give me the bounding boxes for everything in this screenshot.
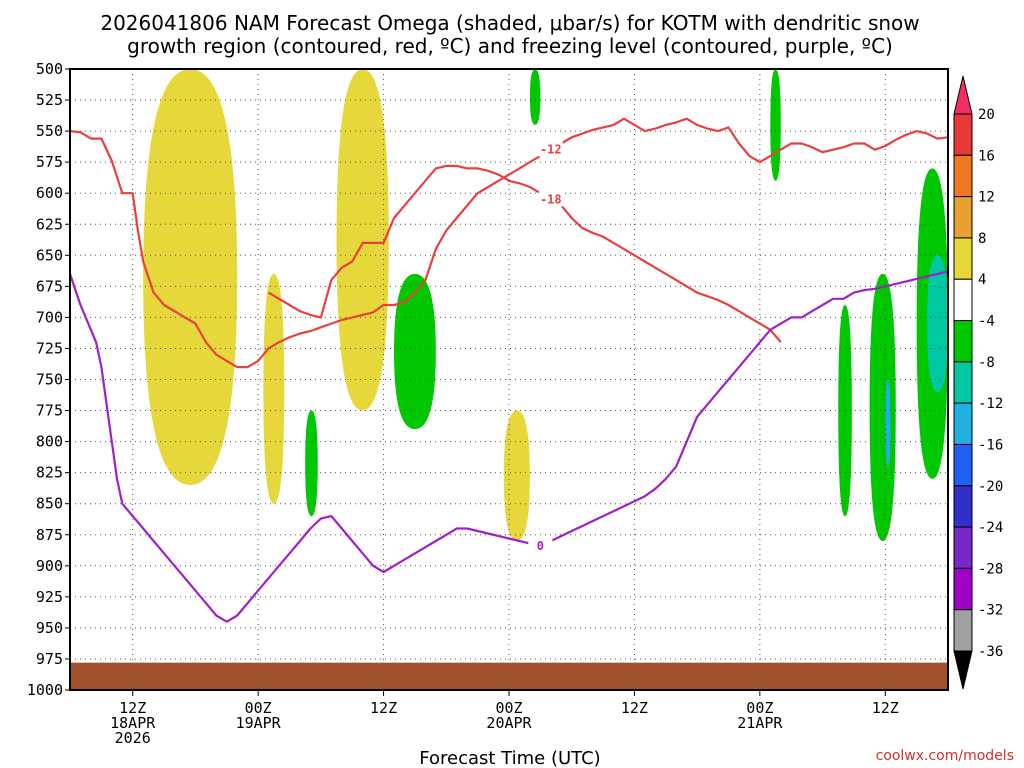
colorbar-box-11	[953, 567, 973, 611]
colorbar-box-3	[953, 237, 973, 280]
y-tick-label-975: 975	[36, 650, 63, 668]
y-tick-label-675: 675	[36, 277, 63, 295]
colorbar-label-4: 4	[978, 272, 986, 288]
contour-label-bg-2	[528, 537, 553, 553]
y-tick-label-700: 700	[36, 308, 63, 326]
omega-region-1	[263, 273, 285, 504]
x-tick-label-54-0: 12Z	[621, 699, 648, 717]
omega-region-9	[869, 273, 896, 541]
contour-line-2	[68, 270, 949, 623]
y-tick-label-625: 625	[36, 215, 63, 233]
y-tick-label-550: 550	[36, 122, 63, 140]
credit-text: coolwx.com/models	[876, 748, 1014, 764]
colorbar-label-11: -28	[978, 561, 1003, 577]
colorbar-box-9	[953, 485, 973, 528]
omega-shading	[143, 69, 948, 541]
colorbar-label-2: 12	[978, 190, 995, 206]
omega-region-2	[336, 69, 389, 411]
y-tick-label-925: 925	[36, 588, 63, 606]
omega-region-11	[927, 255, 948, 392]
contour-label-1: -18	[540, 192, 562, 206]
colorbar-label-0: 20	[978, 107, 995, 123]
title-line-1: 2026041806 NAM Forecast Omega (shaded, μ…	[100, 11, 919, 35]
colorbar-box-5	[953, 320, 973, 363]
x-tick-label-42-0: 00Z	[495, 699, 522, 717]
omega-region-3	[503, 410, 530, 541]
colorbar-bottom-arrow	[953, 650, 973, 690]
omega-region-7	[770, 69, 781, 181]
title-line-2: growth region (contoured, red, ºC) and f…	[127, 34, 893, 58]
contour-label-2: 0	[537, 539, 544, 553]
x-tick-label-6-1: 18APR	[110, 714, 156, 732]
colorbar-label-9: -20	[978, 479, 1003, 495]
omega-region-4	[529, 69, 541, 125]
colorbar-label-8: -16	[978, 437, 1003, 453]
contour-line-1	[268, 164, 782, 343]
contour-label-bg-0	[538, 141, 563, 157]
colorbar-label-1: 16	[978, 148, 995, 164]
contour-label-bg-1	[538, 191, 563, 207]
y-tick-label-1000: 1000	[27, 681, 63, 699]
x-tick-label-6-2: 2026	[115, 729, 151, 747]
omega-region-6	[394, 273, 436, 430]
colorbar-top-arrow	[953, 75, 973, 115]
colorbar-label-7: -12	[978, 396, 1003, 412]
y-tick-label-750: 750	[36, 371, 63, 389]
y-tick-label-875: 875	[36, 526, 63, 544]
y-tick-label-900: 900	[36, 557, 63, 575]
y-tick-label-725: 725	[36, 339, 63, 357]
omega-region-5	[305, 410, 318, 517]
chart-title: 2026041806 NAM Forecast Omega (shaded, μ…	[100, 11, 919, 58]
x-tick-label-30-0: 12Z	[370, 699, 397, 717]
colorbar-box-6	[953, 361, 973, 404]
colorbar-box-8	[953, 443, 973, 487]
colorbar-box-2	[953, 196, 973, 239]
x-tick-label-66-1: 21APR	[737, 714, 783, 732]
y-axis-ticks: 500 525 550 575 600 625 650 675 700 725 750 775 800 8…	[27, 60, 70, 699]
colorbar-label-12: -32	[978, 603, 1003, 619]
colorbar-box-12	[953, 609, 973, 652]
grid-lines	[70, 69, 948, 690]
colorbar-box-7	[953, 402, 973, 445]
ground-terrain	[70, 662, 948, 690]
y-tick-label-500: 500	[36, 60, 63, 78]
x-tick-label-42-1: 20APR	[486, 714, 532, 732]
colorbar-legend: 20 16 12 8 4 -4 -8 -12 -16 -20 -24 -28 -32 -36	[953, 75, 1003, 690]
y-tick-label-775: 775	[36, 402, 63, 420]
y-tick-label-575: 575	[36, 153, 63, 171]
x-tick-label-78-0: 12Z	[872, 699, 899, 717]
y-tick-label-825: 825	[36, 464, 63, 482]
y-tick-label-525: 525	[36, 91, 63, 109]
colorbar-box-10	[953, 526, 973, 569]
colorbar-box-0	[953, 113, 973, 156]
x-tick-label-66-0: 00Z	[746, 699, 773, 717]
terrain-band	[70, 662, 948, 690]
x-tick-label-6-0: 12Z	[119, 699, 146, 717]
omega-region-0	[143, 69, 238, 486]
contour-lines: -12 -18 0	[68, 117, 949, 623]
omega-region-12	[885, 379, 891, 467]
colorbar-label-13: -36	[978, 644, 1003, 660]
y-tick-label-850: 850	[36, 495, 63, 513]
x-tick-label-18-0: 00Z	[245, 699, 272, 717]
x-axis-label: Forecast Time (UTC)	[419, 748, 600, 768]
colorbar-label-6: -8	[978, 355, 995, 371]
colorbar-box-4	[953, 278, 973, 322]
colorbar-label-3: 8	[978, 231, 986, 247]
colorbar-box-1	[953, 154, 973, 198]
y-tick-label-950: 950	[36, 619, 63, 637]
colorbar-label-10: -24	[978, 520, 1003, 536]
y-tick-label-600: 600	[36, 184, 63, 202]
contour-label-0: -12	[540, 143, 562, 157]
y-tick-label-650: 650	[36, 246, 63, 264]
y-tick-label-800: 800	[36, 433, 63, 451]
colorbar-label-5: -4	[978, 314, 995, 330]
x-tick-label-18-1: 19APR	[236, 714, 282, 732]
